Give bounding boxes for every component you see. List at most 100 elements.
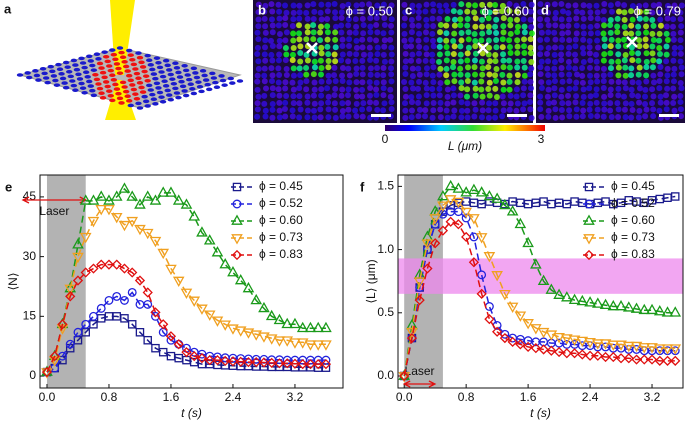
particle <box>642 93 649 100</box>
particle <box>387 86 394 93</box>
particle <box>464 64 471 71</box>
particle <box>500 86 507 93</box>
particle <box>175 70 182 75</box>
particle <box>614 1 621 8</box>
particle <box>303 36 310 43</box>
particle <box>268 16 275 23</box>
particle <box>304 15 311 22</box>
particle <box>587 30 594 37</box>
particle <box>566 16 573 23</box>
marker <box>561 334 573 345</box>
particle <box>506 1 513 8</box>
particle <box>573 8 580 15</box>
particle <box>290 65 297 72</box>
particle <box>551 85 558 92</box>
particle <box>572 85 579 92</box>
marker <box>584 338 596 349</box>
particle <box>493 93 500 100</box>
particle <box>566 113 573 120</box>
particle <box>158 95 165 99</box>
y-tick-label: 0.5 <box>377 305 394 319</box>
particle <box>649 64 656 71</box>
particle <box>636 107 643 114</box>
particle <box>116 46 124 50</box>
panel-label: e <box>5 179 12 194</box>
particle <box>678 64 685 71</box>
particle <box>559 23 566 30</box>
particle <box>586 50 593 57</box>
marker <box>461 231 472 243</box>
particle <box>367 23 374 30</box>
particle <box>650 113 657 120</box>
particle <box>670 57 677 64</box>
marker <box>545 330 558 341</box>
particle <box>408 79 415 86</box>
marker <box>103 259 115 270</box>
particle <box>331 51 338 58</box>
particle <box>269 72 276 79</box>
particle <box>573 106 580 113</box>
particle <box>269 106 276 113</box>
particle <box>608 78 615 85</box>
particle <box>87 84 94 88</box>
particle <box>642 16 649 23</box>
marker <box>522 319 534 330</box>
particle <box>594 106 601 113</box>
particle <box>95 57 102 61</box>
particle <box>663 43 670 50</box>
marker <box>646 303 658 315</box>
particle <box>565 64 572 71</box>
particle <box>283 65 290 72</box>
particle <box>262 23 269 30</box>
particle <box>184 73 191 77</box>
particle <box>458 99 465 106</box>
particle <box>255 16 262 23</box>
marker <box>80 267 91 278</box>
marker <box>599 339 612 350</box>
y-axis-label: ⟨N⟩ <box>6 272 20 290</box>
marker <box>646 354 658 365</box>
particle <box>472 92 479 99</box>
marker <box>181 347 192 358</box>
particle <box>678 71 685 78</box>
particle <box>388 22 395 29</box>
particle <box>422 29 429 36</box>
particle <box>297 43 304 50</box>
scale-bar <box>371 114 391 117</box>
particle <box>310 71 317 78</box>
particle <box>586 64 593 71</box>
particle <box>552 9 559 16</box>
particle <box>303 78 310 85</box>
particle <box>359 8 366 15</box>
particle <box>52 78 59 83</box>
particle <box>607 86 614 93</box>
marker <box>126 216 139 228</box>
particle <box>69 79 76 83</box>
particle <box>338 92 345 99</box>
particle <box>127 53 134 57</box>
particle <box>670 85 677 92</box>
particle <box>677 92 684 99</box>
particle <box>527 16 534 23</box>
particle <box>261 92 268 99</box>
marker <box>104 295 114 305</box>
particle <box>339 51 346 58</box>
particle <box>670 36 677 43</box>
particle <box>416 78 423 85</box>
particle <box>290 86 297 93</box>
particle <box>78 56 85 61</box>
particle <box>471 100 478 107</box>
particle <box>366 99 373 106</box>
particle <box>42 76 50 80</box>
particle <box>353 23 360 30</box>
particle <box>303 86 310 93</box>
particle <box>152 76 159 81</box>
particle <box>614 15 621 22</box>
particle <box>629 16 636 23</box>
marker <box>631 354 642 365</box>
particle <box>443 22 450 29</box>
particle <box>622 72 629 79</box>
particle <box>670 78 677 85</box>
particle <box>587 113 594 120</box>
particle <box>528 30 535 37</box>
